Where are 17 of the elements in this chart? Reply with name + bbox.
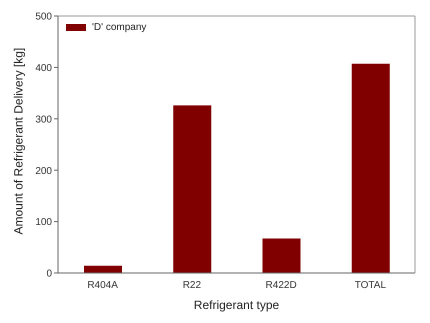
y-axis-title: Amount of Refrigerant Delivery [kg] bbox=[11, 48, 26, 234]
legend-label: 'D' company bbox=[92, 22, 146, 33]
y-tick-label: 100 bbox=[35, 217, 52, 228]
bar bbox=[84, 266, 122, 273]
y-tick-label: 200 bbox=[35, 166, 52, 177]
y-tick-label: 0 bbox=[46, 268, 52, 280]
x-tick-label: TOTAL bbox=[354, 280, 386, 292]
x-tick-label: R422D bbox=[266, 280, 297, 292]
bar bbox=[352, 64, 390, 273]
x-axis-title: Refrigerant type bbox=[194, 298, 280, 312]
y-tick-label: 500 bbox=[35, 12, 52, 23]
x-tick-label: R22 bbox=[182, 280, 202, 292]
x-tick-label: R404A bbox=[87, 280, 118, 292]
y-tick-label: 300 bbox=[35, 114, 52, 126]
bar bbox=[262, 238, 300, 273]
y-tick-label: 400 bbox=[35, 62, 52, 74]
bar bbox=[173, 105, 212, 273]
